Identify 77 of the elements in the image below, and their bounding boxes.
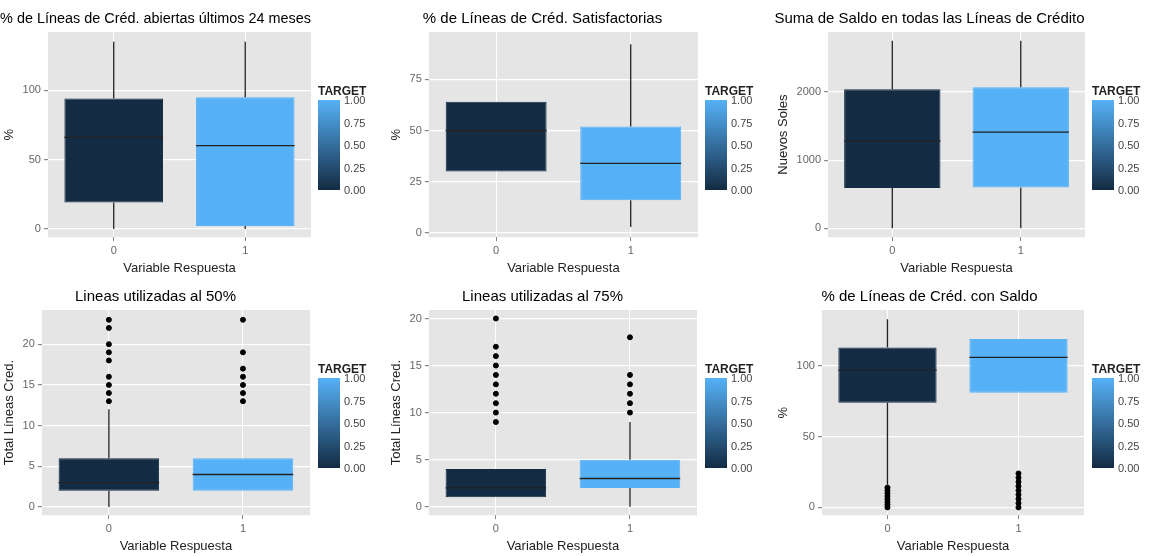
color-bar-label: 0.25 [344, 438, 366, 453]
y-axis-title: % [775, 406, 791, 419]
chart-title: % de Líneas de Créd. abiertas últimos 24 meses [0, 9, 311, 27]
color-bar-label: 0.50 [731, 138, 753, 152]
chart-title: Lineas utilizadas al 50% [75, 287, 236, 305]
y-tick-label: 15 [409, 358, 422, 371]
x-tick-label: 1 [1015, 521, 1022, 534]
y-axis-title: Total Líneas Cred. [388, 359, 404, 466]
x-tick-label: 0 [884, 521, 891, 534]
color-bar-label: 0.25 [1118, 438, 1140, 453]
x-tick-label: 0 [493, 243, 500, 256]
color-bar-label: 0.75 [1118, 115, 1140, 130]
x-tick-label: 0 [889, 243, 896, 256]
color-bar-label: 0.00 [344, 461, 366, 475]
chart-title: % de Líneas de Créd. con Saldo [821, 287, 1038, 305]
chart-title: % de Líneas de Créd. Satisfactorias [422, 9, 663, 27]
y-axis-title: % [1, 128, 17, 141]
color-bar-label: 0.25 [731, 438, 753, 453]
color-bar-label: 0.75 [344, 115, 366, 130]
x-tick-label: 1 [627, 243, 634, 256]
x-tick-label: 0 [110, 243, 117, 256]
x-axis-title: Variable Respuesta [506, 537, 620, 553]
color-bar-label: 0.00 [1118, 461, 1140, 475]
y-tick-label: 15 [22, 377, 35, 390]
color-bar-label: 0.50 [1118, 138, 1140, 152]
y-tick-label: 50 [802, 429, 815, 442]
y-tick-label: 20 [409, 311, 422, 324]
x-tick-label: 1 [242, 243, 249, 256]
y-tick-label: 5 [415, 452, 422, 465]
y-tick-label: 0 [28, 500, 35, 513]
x-tick-label: 1 [239, 521, 247, 534]
y-tick-label: 75 [409, 72, 422, 85]
chart-title: Suma de Saldo en todas las Líneas de Crédito [774, 9, 1085, 27]
color-bar-label: 0.75 [344, 393, 366, 408]
y-tick-label: 2000 [796, 85, 822, 98]
color-bar-label: 0.25 [344, 160, 366, 175]
color-bar-label: 0.75 [1118, 393, 1140, 408]
y-axis-title: % [388, 128, 404, 141]
y-tick-label: 25 [409, 174, 422, 187]
x-tick-label: 1 [1017, 243, 1024, 256]
y-tick-label: 0 [34, 221, 41, 234]
x-axis-title: Variable Respuesta [507, 259, 621, 275]
y-tick-label: 0 [808, 500, 815, 513]
color-bar-label: 0.25 [1118, 160, 1140, 175]
x-axis-title: Variable Respuesta [896, 537, 1010, 553]
color-bar-label: 0.50 [344, 416, 366, 430]
color-bar-label: 0.50 [344, 138, 366, 152]
x-tick-label: 0 [492, 521, 499, 534]
y-tick-label: 20 [22, 337, 35, 350]
y-tick-label: 1000 [796, 153, 822, 166]
color-bar-label: 0.50 [1118, 416, 1140, 430]
y-tick-label: 0 [415, 226, 422, 239]
color-bar-label: 0.25 [731, 160, 753, 175]
y-tick-label: 5 [28, 459, 35, 472]
y-tick-label: 10 [409, 405, 422, 418]
color-bar-label: 0.00 [1118, 183, 1140, 197]
y-tick-label: 100 [796, 358, 815, 371]
y-axis-title: Nuevos Soles [775, 94, 791, 175]
x-axis-title: Variable Respuesta [900, 259, 1014, 275]
y-tick-label: 0 [415, 499, 422, 512]
color-bar-label: 0.00 [344, 183, 366, 197]
x-tick-label: 0 [105, 521, 112, 534]
color-bar-label: 0.75 [731, 393, 753, 408]
color-bar-label: 0.00 [731, 461, 753, 475]
x-axis-title: Variable Respuesta [119, 537, 233, 553]
y-tick-label: 10 [22, 418, 35, 431]
y-tick-label: 50 [409, 123, 422, 136]
x-tick-label: 1 [626, 521, 634, 534]
y-tick-label: 50 [28, 152, 41, 165]
y-tick-label: 100 [22, 83, 41, 96]
color-bar-label: 0.75 [731, 115, 753, 130]
chart-title: Lineas utilizadas al 75% [462, 287, 623, 305]
color-bar-label: 0.00 [731, 183, 753, 197]
y-axis-title: Total Líneas Cred. [1, 359, 17, 466]
x-axis-title: Variable Respuesta [123, 259, 237, 275]
y-tick-label: 0 [814, 221, 822, 234]
color-bar-label: 0.50 [731, 416, 753, 430]
